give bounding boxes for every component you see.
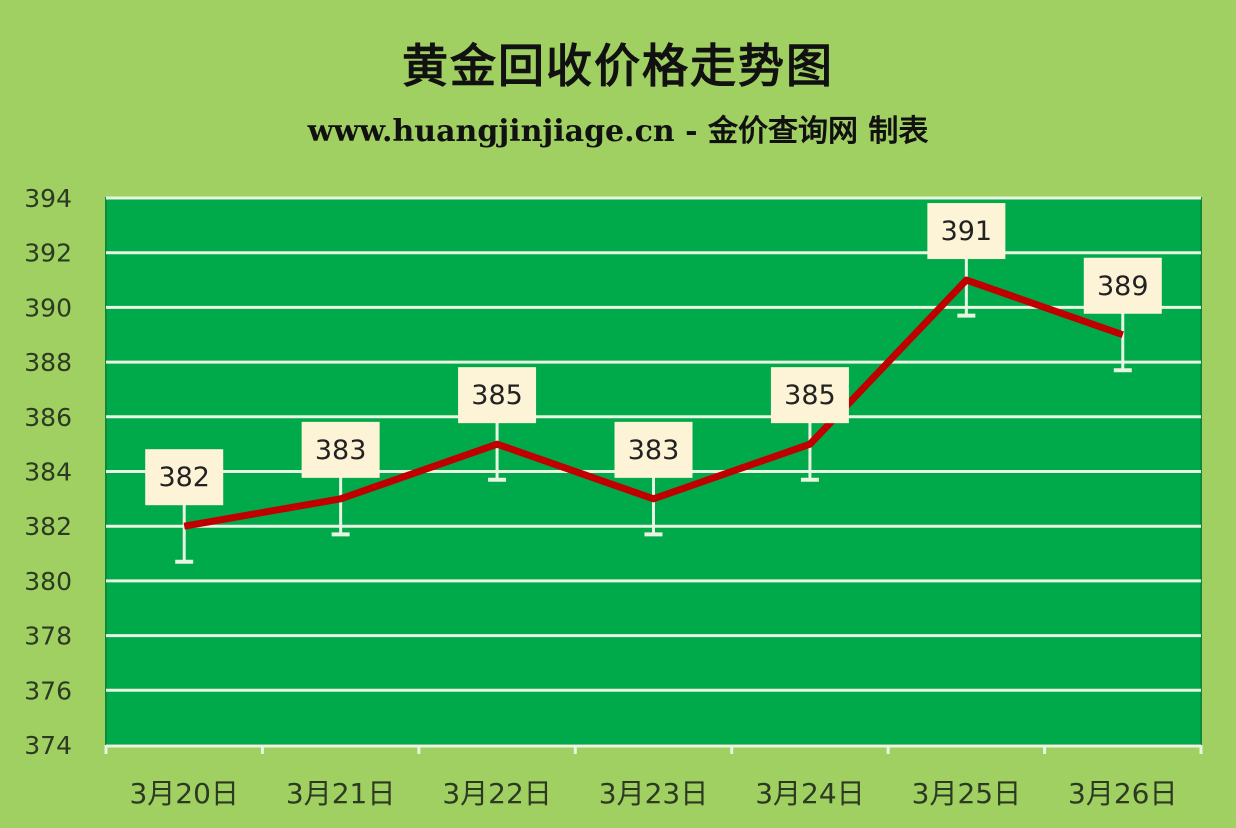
data-label-box [301,421,380,478]
y-tick-label: 378 [24,622,72,651]
data-label-box [614,421,693,478]
data-label: 382 [158,462,210,493]
data-label: 383 [628,435,680,466]
x-tick-label: 3月22日 [442,777,551,810]
y-tick-label: 394 [24,184,72,213]
data-line [183,276,1124,530]
data-label: 391 [941,216,993,247]
x-tick-label: 3月24日 [755,777,864,810]
y-tick-label: 390 [24,293,72,322]
chart-subtitle: www.huangjinjiage.cn - 金价查询网 制表 [307,114,929,149]
x-tick-label: 3月23日 [599,777,708,810]
x-tick-label: 3月21日 [286,777,395,810]
data-label: 383 [315,435,367,466]
data-label: 385 [784,380,836,411]
data-label-box [927,203,1006,260]
y-tick-label: 386 [24,403,72,432]
data-label: 389 [1097,271,1149,302]
x-tick-label: 3月20日 [129,777,238,810]
y-tick-label: 376 [24,676,72,705]
x-tick-label: 3月25日 [912,777,1021,810]
data-label-box [145,449,224,506]
y-tick-label: 384 [24,458,72,487]
data-label: 385 [471,380,523,411]
data-label-box [458,367,537,424]
data-label-box [770,367,849,424]
y-tick-label: 382 [24,512,72,541]
data-label-box [1083,257,1162,314]
x-tick-label: 3月26日 [1068,777,1177,810]
y-tick-label: 392 [24,239,72,268]
y-tick-label: 388 [24,348,72,377]
chart-title: 黄金回收价格走势图 [402,39,834,93]
y-tick-label: 380 [24,567,72,596]
y-tick-label: 374 [24,731,72,760]
